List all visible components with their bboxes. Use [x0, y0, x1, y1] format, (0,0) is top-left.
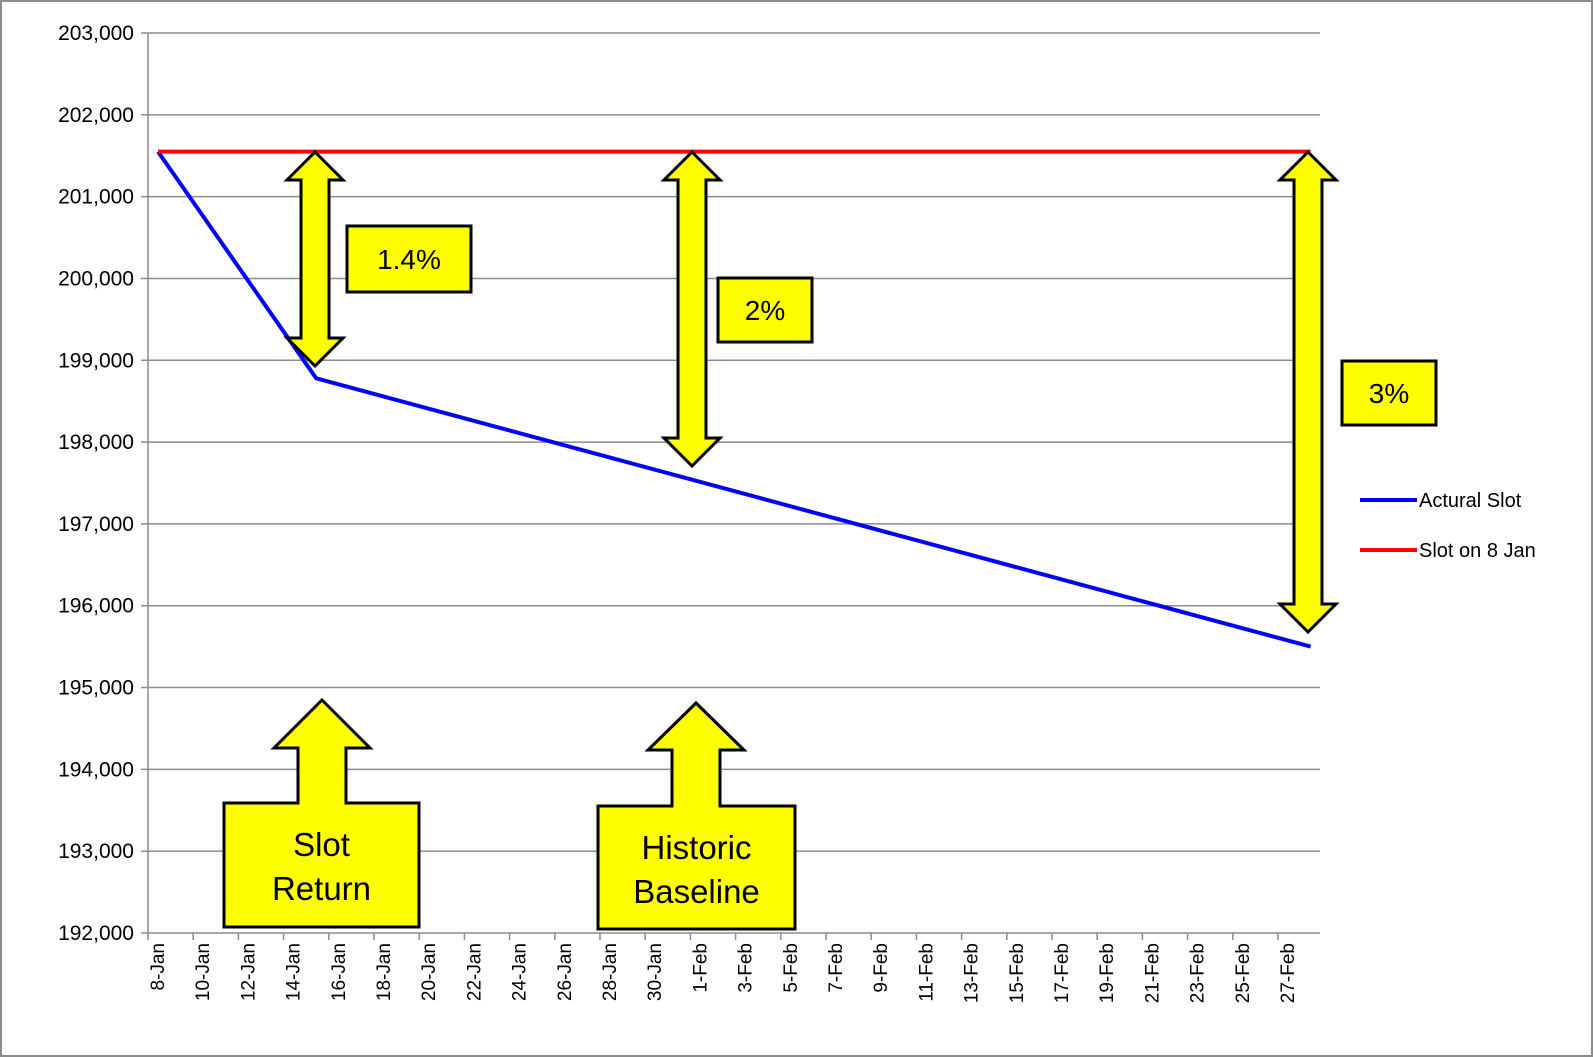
- percent-box: [345, 224, 473, 294]
- legend: Actural Slot Slot on 8 Jan: [1360, 490, 1536, 562]
- percent-label: 3%: [1369, 378, 1409, 409]
- double-arrow-annotation: [283, 149, 347, 369]
- double-arrow-annotation: [660, 149, 724, 469]
- callout-label: Historic: [641, 829, 751, 866]
- y-tick-label: 195,000: [58, 677, 134, 700]
- x-tick-label: 20-Jan: [419, 943, 440, 1001]
- x-tick-label: 19-Feb: [1097, 943, 1118, 1003]
- x-tick-label: 15-Feb: [1007, 943, 1028, 1003]
- percent-box: [716, 276, 814, 344]
- x-tick-label: 23-Feb: [1188, 943, 1209, 1003]
- legend-label: Slot on 8 Jan: [1419, 540, 1536, 562]
- series-lines: [156, 149, 1312, 649]
- y-tick-label: 196,000: [58, 595, 134, 618]
- annotations: 1.4% 2% 3% Slot Return Historic Baseline: [222, 149, 1438, 931]
- y-tick-label: 198,000: [58, 431, 134, 454]
- x-tick-label: 24-Jan: [510, 943, 531, 1001]
- x-tick-label: 9-Feb: [871, 943, 892, 993]
- x-tick-label: 7-Feb: [826, 943, 847, 993]
- x-tick-label: 10-Jan: [193, 943, 214, 1001]
- axes: 192,000 193,000 194,000 195,000 196,000 197,0…: [58, 22, 1320, 1003]
- x-tick-label: 30-Jan: [645, 943, 666, 1001]
- legend-label: Actural Slot: [1419, 490, 1522, 512]
- x-tick-label: 18-Jan: [374, 943, 395, 1001]
- percent-label: 1.4%: [377, 244, 441, 275]
- x-tick-label: 22-Jan: [464, 943, 485, 1001]
- y-tick-label: 193,000: [58, 840, 134, 863]
- x-tick-label: 1-Feb: [690, 943, 711, 993]
- callout-label: Return: [272, 870, 371, 907]
- percent-box: [1340, 359, 1438, 427]
- y-tick-label: 192,000: [58, 922, 134, 945]
- x-tick-label: 8-Jan: [148, 943, 169, 991]
- callout-label: Slot: [293, 826, 350, 863]
- x-tick-label: 13-Feb: [962, 943, 983, 1003]
- x-tick-label: 26-Jan: [555, 943, 576, 1001]
- series-line-actural-slot: [156, 150, 1312, 649]
- x-tick-label: 5-Feb: [781, 943, 802, 993]
- callout-arrow-box: [596, 700, 797, 931]
- x-tick-label: 27-Feb: [1278, 943, 1299, 1003]
- x-tick-label: 11-Feb: [916, 943, 937, 1002]
- callout-label: Baseline: [633, 873, 760, 910]
- callout-arrow-box: [222, 697, 421, 929]
- x-tick-label: 14-Jan: [284, 943, 305, 1001]
- percent-label: 2%: [745, 295, 785, 326]
- x-tick-label: 12-Jan: [238, 943, 259, 1001]
- x-tick-label: 25-Feb: [1233, 943, 1254, 1003]
- y-tick-label: 200,000: [58, 267, 134, 290]
- x-tick-label: 17-Feb: [1052, 943, 1073, 1003]
- double-arrow-annotation: [1276, 149, 1340, 635]
- x-tick-label: 28-Jan: [600, 943, 621, 1001]
- x-tick-label: 3-Feb: [736, 943, 757, 993]
- y-tick-label: 197,000: [58, 513, 134, 536]
- x-tick-label: 21-Feb: [1142, 943, 1163, 1003]
- x-tick-label: 16-Jan: [329, 943, 350, 1001]
- y-tick-label: 202,000: [58, 104, 134, 127]
- y-tick-label: 194,000: [58, 758, 134, 781]
- y-tick-label: 203,000: [58, 22, 134, 45]
- y-tick-label: 201,000: [58, 186, 134, 209]
- y-tick-label: 199,000: [58, 349, 134, 372]
